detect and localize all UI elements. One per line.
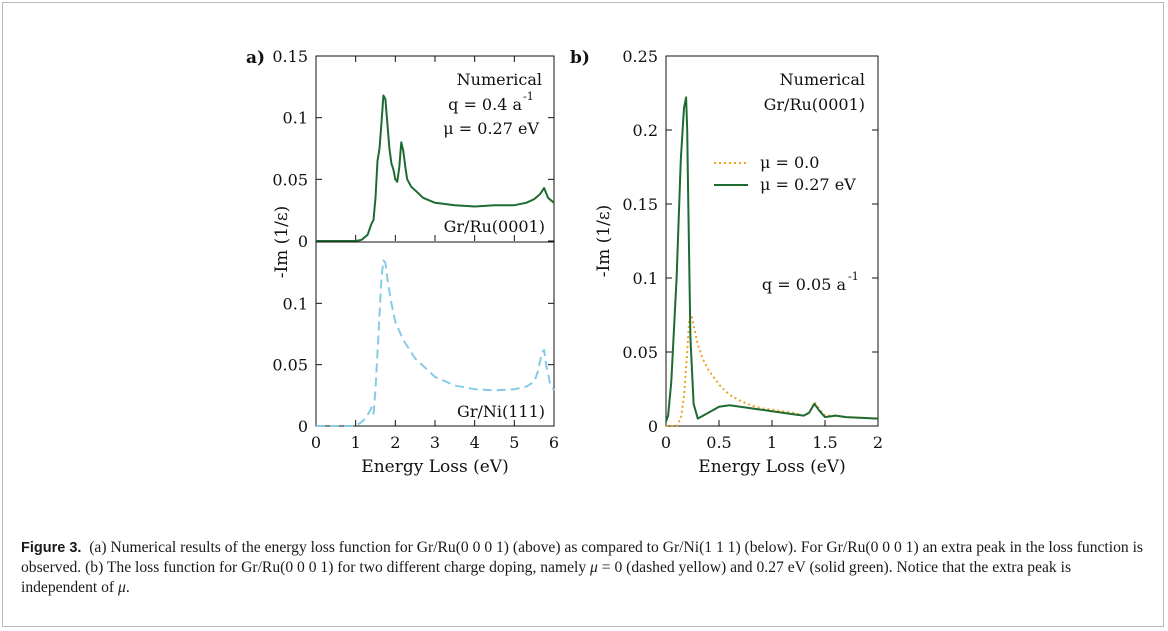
xtick-label: 6 (549, 433, 559, 452)
a-top-annot-q-sup: -1 (523, 90, 534, 103)
legend-label-mu027: μ = 0.27 eV (760, 175, 856, 194)
b-annot-q-sup: -1 (848, 270, 859, 283)
figure-caption: Figure 3. (a) Numerical results of the e… (21, 538, 1146, 598)
xtick-label: 0 (661, 433, 671, 452)
a-top-annot-mu: μ = 0.27 eV (443, 119, 539, 138)
caption-mu-1: μ (590, 559, 598, 576)
ytick-label: 0.15 (272, 47, 308, 66)
panel-a-bottom-frame (315, 241, 555, 427)
ytick-label: 0 (298, 232, 308, 251)
ytick-label: 0 (298, 417, 308, 436)
ytick-label: 0.05 (272, 170, 308, 189)
xtick-label: 1 (767, 433, 777, 452)
panel-a-bottom-plot: 0 0.05 0.1 0 1 2 3 4 5 6 Gr/Ni(111) (272, 241, 559, 452)
panel-b: b) 0 0.05 0.1 0.15 0.2 0.25 0 0.5 1 1.5 2 Numerica… (570, 47, 883, 477)
xtick-label: 2 (873, 433, 883, 452)
series-line-b-1 (665, 96, 879, 422)
ytick-label: 0.2 (633, 121, 658, 140)
panel-a-top-plot: 0 0.05 0.1 0.15 Numerical q = 0.4 a -1 μ = … (272, 47, 555, 251)
panel-b-label: b) (570, 48, 590, 68)
panel-b-ylabel: -Im (1/ε) (594, 205, 614, 278)
xtick-label: 2 (390, 433, 400, 452)
ytick-label: 0.1 (283, 294, 308, 313)
xtick-label: 0.5 (706, 433, 731, 452)
b-annot-sample: Gr/Ru(0001) (764, 95, 865, 114)
series-line-b-0 (666, 314, 879, 427)
panel-a: a) 00.050.10.15 Numerical q = 0.4 a -1 μ… (246, 47, 559, 477)
ytick-label: 0.25 (622, 47, 658, 66)
figure-plots: a) 00.050.10.15 Numerical q = 0.4 a -1 μ… (246, 47, 883, 477)
ytick-label: 0.05 (272, 356, 308, 375)
ytick-label: 0 (648, 417, 658, 436)
xtick-label: 3 (430, 433, 440, 452)
a-bottom-annot-sample: Gr/Ni(111) (457, 402, 545, 421)
a-top-annot-numerical: Numerical (457, 70, 542, 89)
panel-a-label: a) (246, 48, 265, 68)
xtick-label: 1.5 (812, 433, 837, 452)
xtick-label: 4 (470, 433, 480, 452)
panel-b-legend: μ = 0.0 μ = 0.27 eV (714, 153, 856, 194)
series-line-a-bottom-0 (316, 259, 555, 427)
xtick-label: 1 (351, 433, 361, 452)
panel-a-xlabel: Energy Loss (eV) (361, 457, 508, 477)
caption-part1: (a) Numerical results of the energy loss… (21, 539, 1143, 576)
xtick-label: 0 (311, 433, 321, 452)
series-line-a-top-0 (316, 94, 555, 242)
a-top-annot-sample: Gr/Ru(0001) (444, 217, 545, 236)
caption-part2: = 0 (dashed yellow) and 0.27 eV (solid g… (21, 559, 1072, 596)
legend-label-mu0: μ = 0.0 (760, 153, 819, 172)
b-annot-numerical: Numerical (780, 70, 865, 89)
ytick-label: 0.1 (633, 269, 658, 288)
ytick-label: 0.1 (283, 109, 308, 128)
panel-b-xlabel: Energy Loss (eV) (698, 457, 845, 477)
ytick-label: 0.05 (622, 343, 658, 362)
xtick-label: 5 (509, 433, 519, 452)
b-annot-q: q = 0.05 a (762, 275, 847, 294)
caption-end: . (125, 579, 130, 596)
ytick-label: 0.15 (622, 195, 658, 214)
caption-mu-2: μ (118, 579, 126, 596)
panel-a-ylabel: -Im (1/ε) (272, 206, 292, 279)
a-top-annot-q: q = 0.4 a (448, 95, 522, 114)
caption-label: Figure 3. (21, 540, 82, 556)
